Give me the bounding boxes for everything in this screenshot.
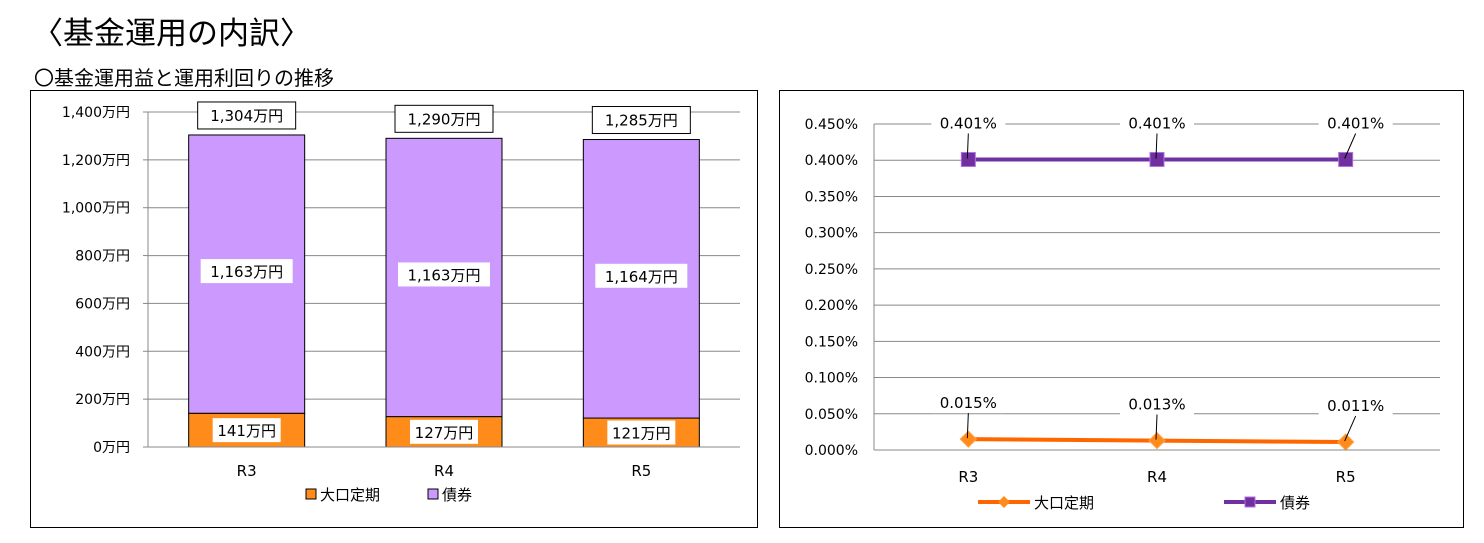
data-label-bg	[212, 418, 281, 443]
data-label: 1,164万円	[605, 268, 678, 286]
data-point-diamond	[959, 430, 978, 448]
data-point-diamond	[1148, 431, 1166, 450]
data-label-bg	[410, 419, 478, 444]
y-tick-label: 1,200万円	[62, 153, 130, 169]
x-tick-label: R5	[631, 462, 651, 480]
data-label-bg	[1318, 394, 1393, 417]
data-label: 127万円	[415, 424, 474, 442]
y-tick-label: 0.400%	[805, 153, 858, 169]
data-label: 0.013%	[1128, 396, 1185, 414]
legend-label: 債券	[1280, 494, 1310, 512]
data-label: 0.401%	[1128, 114, 1185, 132]
page-title: 〈基金運用の内訳〉	[32, 16, 311, 52]
data-label-bg	[931, 391, 1006, 414]
data-label-bg	[931, 111, 1006, 134]
legend-label: 大口定期	[320, 486, 380, 504]
y-tick-label: 0.050%	[805, 407, 858, 423]
y-tick-label: 1,400万円	[62, 105, 130, 121]
y-tick-label: 0.250%	[805, 262, 858, 278]
y-tick-label: 200万円	[75, 392, 130, 408]
y-tick-label: 0.350%	[805, 189, 858, 205]
y-tick-label: 0.150%	[805, 334, 858, 350]
data-label-bg	[607, 420, 676, 445]
section-subtitle: 〇基金運用益と運用利回りの推移	[34, 66, 334, 90]
data-label: 121万円	[612, 425, 671, 443]
legend-label: 大口定期	[1034, 494, 1094, 512]
data-label: 1,163万円	[210, 263, 283, 281]
leader-line	[966, 413, 969, 439]
total-label: 1,290万円	[408, 110, 481, 128]
data-label-bg	[1120, 111, 1194, 134]
x-tick-label: R3	[958, 468, 978, 486]
data-label-bg	[1120, 392, 1194, 415]
y-tick-label: 800万円	[75, 249, 130, 265]
legend-swatch	[427, 488, 439, 500]
leader-line	[966, 133, 969, 159]
y-tick-label: 0.300%	[805, 226, 858, 242]
x-tick-label: R4	[1147, 468, 1167, 486]
legend-square-icon	[1244, 496, 1256, 508]
x-tick-label: R4	[434, 462, 454, 480]
x-tick-label: R5	[1336, 468, 1356, 486]
total-label: 1,285万円	[605, 112, 678, 130]
total-label-box	[197, 101, 297, 130]
data-label: 141万円	[217, 422, 276, 440]
y-tick-label: 0.450%	[805, 117, 858, 133]
y-tick-label: 0.200%	[805, 298, 858, 314]
leader-line	[1155, 133, 1158, 159]
legend-label: 債券	[442, 486, 472, 504]
x-tick-label: R3	[237, 462, 257, 480]
y-tick-label: 0万円	[93, 440, 130, 456]
y-tick-label: 1,000万円	[62, 201, 130, 217]
data-label: 0.401%	[940, 114, 997, 132]
total-label-box	[394, 104, 494, 133]
legend-swatch	[305, 488, 317, 500]
data-label-bg	[1318, 111, 1393, 134]
leader-line	[1155, 414, 1158, 440]
y-tick-label: 0.000%	[805, 443, 858, 459]
data-label: 0.401%	[1327, 114, 1384, 132]
legend-diamond-icon	[998, 496, 1010, 508]
data-label-bg	[200, 259, 293, 284]
data-point-square	[1338, 151, 1354, 167]
data-label: 0.011%	[1327, 397, 1384, 415]
line-chart-frame	[779, 90, 1464, 528]
y-tick-label: 0.100%	[805, 371, 858, 387]
data-point-square	[960, 151, 976, 167]
data-label: 0.015%	[940, 394, 997, 412]
total-label-box	[591, 106, 691, 135]
leader-line	[1344, 133, 1357, 159]
y-tick-label: 600万円	[75, 296, 130, 312]
data-label-bg	[595, 263, 688, 288]
data-label: 1,163万円	[408, 266, 481, 284]
leader-line	[1344, 415, 1357, 442]
data-label-bg	[398, 262, 490, 287]
total-label: 1,304万円	[210, 107, 283, 125]
y-tick-label: 400万円	[75, 344, 130, 360]
data-point-square	[1149, 151, 1165, 167]
